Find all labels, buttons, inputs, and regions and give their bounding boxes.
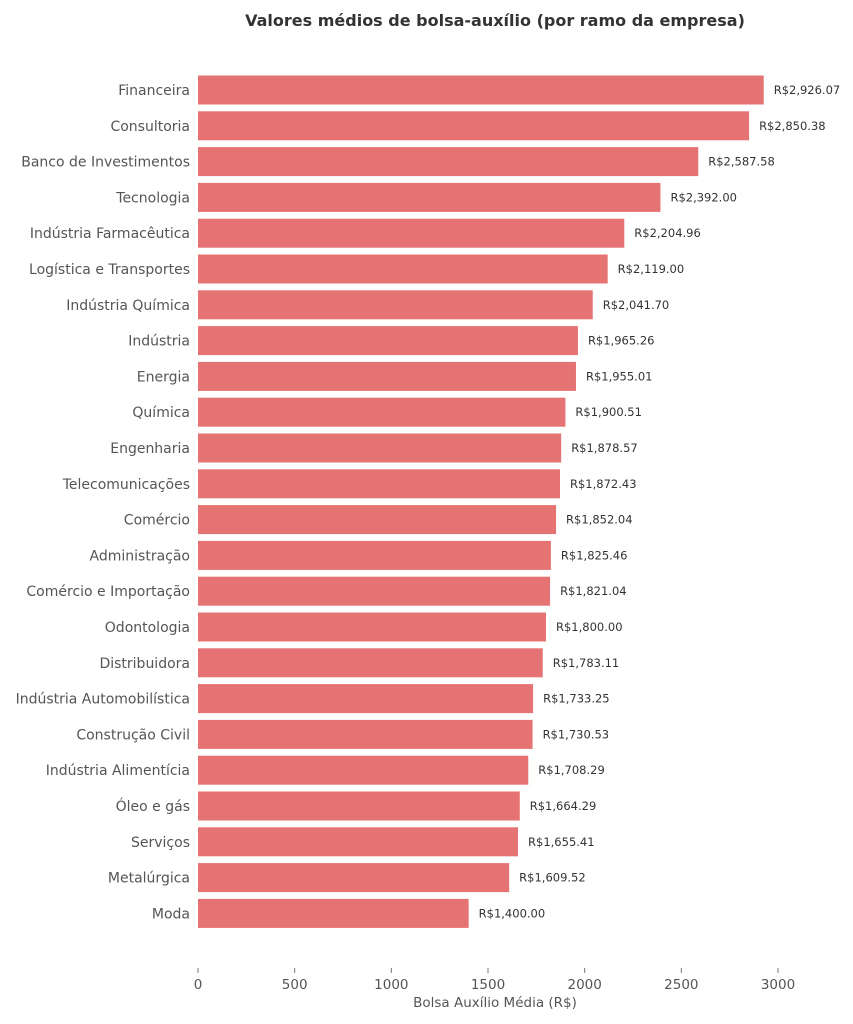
value-labels: R$2,926.07 R$2,850.38 R$2,587.58 R$2,392.00… [479, 83, 841, 920]
bar [198, 863, 510, 893]
value-label: R$2,587.58 [708, 155, 775, 169]
x-tick-label: 3000 [761, 977, 795, 993]
value-label: R$1,878.57 [571, 441, 638, 455]
value-label: R$1,664.29 [530, 799, 597, 813]
value-label: R$1,733.25 [543, 692, 610, 706]
bar [198, 254, 608, 284]
bar [198, 576, 551, 606]
category-label: Indústria Química [66, 298, 190, 314]
category-label: Indústria [128, 334, 190, 350]
bar [198, 791, 520, 821]
category-label: Óleo e gás [116, 797, 190, 815]
value-label: R$1,708.29 [538, 763, 605, 777]
category-label: Indústria Automobilística [16, 692, 190, 708]
category-label: Indústria Farmacêutica [30, 226, 190, 242]
value-label: R$1,965.26 [588, 334, 655, 348]
bar [198, 433, 562, 463]
category-label: Administração [90, 548, 190, 564]
category-label: Química [132, 405, 190, 421]
value-label: R$2,204.96 [634, 226, 701, 240]
category-label: Construção Civil [76, 727, 190, 743]
category-label: Financeira [118, 83, 190, 99]
value-label: R$1,825.46 [561, 548, 628, 562]
x-tick-label: 500 [282, 977, 308, 993]
bar [198, 898, 469, 928]
category-label: Metalúrgica [108, 871, 190, 887]
bar [198, 111, 750, 141]
value-label: R$2,850.38 [759, 119, 826, 133]
category-label: Energia [137, 369, 190, 385]
bar [198, 827, 519, 857]
category-label: Tecnologia [115, 190, 190, 206]
value-label: R$1,800.00 [556, 620, 623, 634]
value-label: R$1,955.01 [586, 369, 653, 383]
bar [198, 648, 543, 678]
bar [198, 684, 534, 714]
bar [198, 361, 576, 391]
category-label: Odontologia [105, 620, 190, 636]
bar [198, 147, 699, 177]
category-labels: Financeira Consultoria Banco de Investimen… [16, 83, 190, 922]
bar [198, 290, 593, 320]
bar [198, 469, 561, 499]
bar [198, 612, 546, 642]
x-tick-label: 2000 [567, 977, 601, 993]
value-label: R$1,783.11 [553, 656, 620, 670]
value-label: R$1,655.41 [528, 835, 595, 849]
category-label: Distribuidora [99, 656, 190, 672]
value-label: R$1,609.52 [519, 871, 586, 885]
category-label: Serviços [131, 835, 190, 851]
value-label: R$2,926.07 [774, 83, 841, 97]
x-tick-label: 2500 [664, 977, 698, 993]
bars-group [198, 75, 764, 928]
category-label: Logística e Transportes [29, 262, 190, 278]
x-tick-label: 0 [194, 977, 203, 993]
bar [198, 326, 578, 356]
category-label: Moda [152, 906, 190, 922]
category-label: Comércio e Importação [26, 584, 190, 600]
x-axis-label: Bolsa Auxílio Média (R$) [413, 995, 577, 1011]
bar [198, 397, 566, 427]
value-label: R$1,872.43 [570, 477, 637, 491]
value-label: R$1,900.51 [575, 405, 642, 419]
bar [198, 218, 625, 248]
value-label: R$1,400.00 [479, 906, 546, 920]
bar [198, 755, 529, 785]
bar [198, 719, 533, 749]
bar [198, 75, 764, 105]
category-label: Engenharia [110, 441, 190, 457]
category-label: Banco de Investimentos [21, 155, 190, 171]
category-label: Telecomunicações [62, 477, 190, 493]
value-label: R$2,392.00 [670, 190, 737, 204]
bar [198, 540, 551, 570]
value-label: R$1,821.04 [560, 584, 627, 598]
category-label: Consultoria [110, 119, 190, 135]
category-label: Indústria Alimentícia [46, 763, 190, 779]
value-label: R$2,119.00 [618, 262, 685, 276]
category-label: Comércio [124, 513, 190, 529]
bar [198, 182, 661, 212]
value-label: R$2,041.70 [603, 298, 670, 312]
bar [198, 505, 557, 535]
x-tick-label: 1000 [374, 977, 408, 993]
x-axis: 0 500 1000 1500 2000 2500 3000 [194, 968, 795, 993]
value-label: R$1,852.04 [566, 513, 633, 527]
chart-title: Valores médios de bolsa-auxílio (por ram… [245, 11, 745, 30]
x-tick-label: 1500 [471, 977, 505, 993]
value-label: R$1,730.53 [543, 727, 610, 741]
